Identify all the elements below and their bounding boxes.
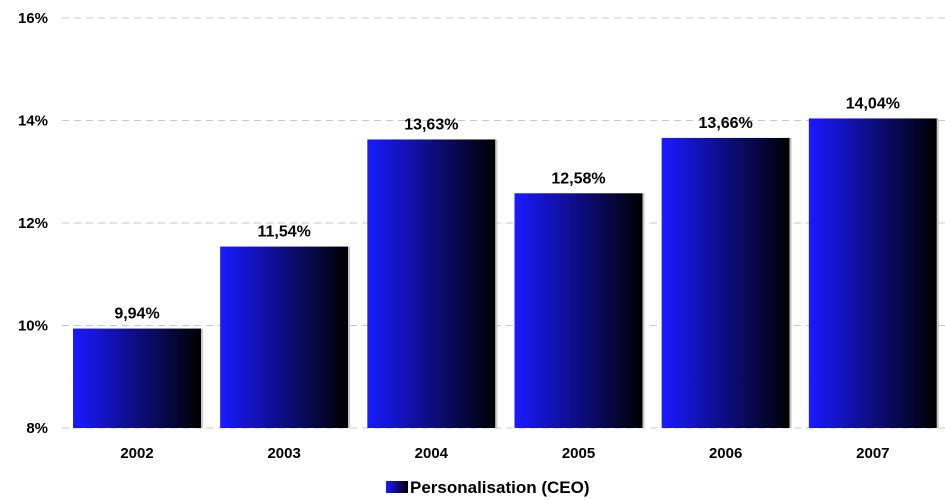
y-tick-label-8: 8%	[26, 420, 48, 437]
legend: Personalisation (CEO)	[386, 478, 589, 497]
bar-edge-2004	[495, 139, 498, 428]
bar-2002	[73, 328, 201, 428]
x-tick-label-2007: 2007	[856, 445, 889, 462]
bar-edge-2003	[348, 246, 351, 428]
data-labels: 9,94% 11,54% 13,63% 12,58% 13,66% 14,04%	[114, 95, 900, 322]
data-label-2005: 12,58%	[551, 170, 605, 187]
y-tick-label-12: 12%	[18, 215, 48, 232]
x-tick-label-2006: 2006	[709, 445, 742, 462]
bar-2004	[367, 139, 496, 428]
legend-label: Personalisation (CEO)	[410, 478, 589, 497]
bar-edge-2006	[789, 137, 792, 429]
data-label-2007: 14,04%	[846, 95, 900, 112]
data-label-2002: 9,94%	[114, 306, 159, 323]
data-label-2003: 11,54%	[257, 224, 310, 241]
x-tick-label-2002: 2002	[120, 445, 153, 462]
bar-edge-2005	[642, 193, 645, 428]
x-tick-label-2003: 2003	[267, 445, 300, 462]
data-label-2004: 13,63%	[404, 116, 458, 133]
bar-2003	[220, 246, 349, 428]
x-axis-ticks: 2002 2003 2004 2005 2006 2007	[120, 445, 889, 462]
bar-edge-2007	[936, 118, 939, 428]
bar-edge-2002	[201, 328, 203, 428]
y-tick-label-14: 14%	[18, 113, 48, 130]
data-label-2006: 13,66%	[699, 115, 753, 132]
bar-2006	[661, 137, 790, 429]
bar-2007	[808, 118, 937, 428]
y-axis-ticks: 8% 10% 12% 14% 16%	[18, 10, 48, 437]
y-tick-label-16: 16%	[18, 10, 48, 27]
gridlines	[62, 17, 945, 429]
bar-2005	[514, 193, 643, 428]
x-tick-label-2004: 2004	[415, 445, 449, 462]
y-tick-label-10: 10%	[18, 318, 48, 335]
legend-swatch	[386, 481, 408, 493]
x-tick-label-2005: 2005	[562, 445, 595, 462]
bars	[73, 118, 939, 429]
